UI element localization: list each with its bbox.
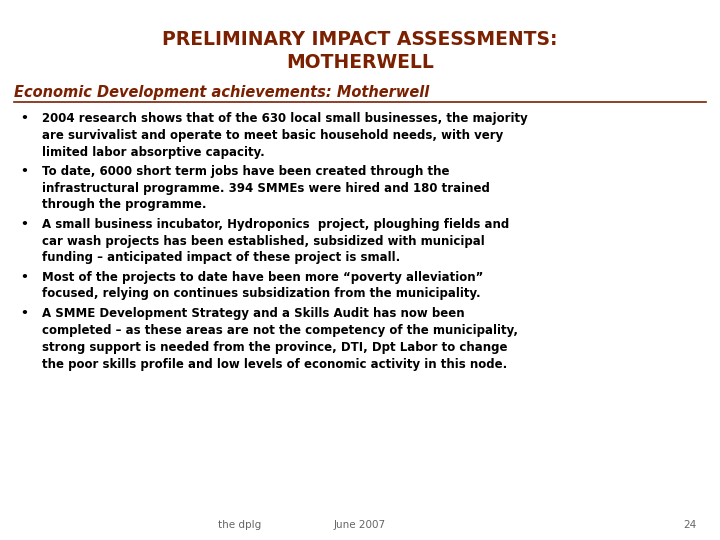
Text: •: • xyxy=(20,307,28,320)
Text: Economic Development achievements: Motherwell: Economic Development achievements: Mothe… xyxy=(14,85,429,100)
Text: A small business incubator, Hydroponics  project, ploughing fields and
car wash : A small business incubator, Hydroponics … xyxy=(42,218,509,265)
Text: To date, 6000 short term jobs have been created through the
infrastructural prog: To date, 6000 short term jobs have been … xyxy=(42,165,490,212)
Text: 24: 24 xyxy=(683,520,697,530)
Text: 2004 research shows that of the 630 local small businesses, the majority
are sur: 2004 research shows that of the 630 loca… xyxy=(42,112,528,159)
Text: June 2007: June 2007 xyxy=(334,520,386,530)
Text: the dplg: the dplg xyxy=(218,520,261,530)
Text: A SMME Development Strategy and a Skills Audit has now been
completed – as these: A SMME Development Strategy and a Skills… xyxy=(42,307,518,370)
Text: •: • xyxy=(20,271,28,284)
Text: PRELIMINARY IMPACT ASSESSMENTS:
MOTHERWELL: PRELIMINARY IMPACT ASSESSMENTS: MOTHERWE… xyxy=(162,30,558,72)
Text: Most of the projects to date have been more “poverty alleviation”
focused, relyi: Most of the projects to date have been m… xyxy=(42,271,483,300)
Text: •: • xyxy=(20,165,28,178)
Text: •: • xyxy=(20,218,28,231)
Text: •: • xyxy=(20,112,28,125)
